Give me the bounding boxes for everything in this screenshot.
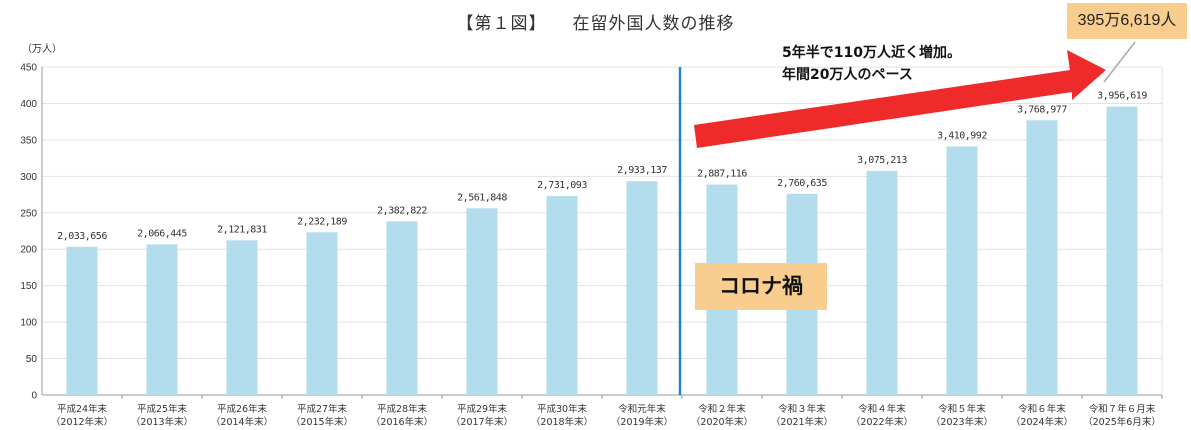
figure-caption: 在留外国人数の推移 [572, 14, 735, 34]
y-tick-label: 300 [20, 172, 37, 183]
data-label: 3,075,213 [857, 155, 907, 166]
bar [946, 146, 978, 395]
bar [1106, 106, 1138, 395]
bar [1026, 120, 1058, 396]
y-tick-label: 200 [20, 245, 37, 256]
y-tick-label: 350 [20, 135, 37, 146]
x-tick-label: 令和元年末 [618, 403, 666, 415]
latest-value-callout: 395万6,619人 [1067, 3, 1187, 39]
y-axis-unit-label: （万人） [22, 44, 62, 55]
bar [546, 195, 578, 395]
x-tick-sublabel: （2025年6月末） [1083, 416, 1161, 428]
x-tick-sublabel: （2012年末） [51, 416, 113, 428]
x-tick-sublabel: （2016年末） [371, 416, 433, 428]
data-label: 2,561,848 [457, 192, 507, 203]
growth-note-line-2: 年間20万人のペース [782, 67, 913, 83]
x-tick-label: 令和２年末 [698, 403, 746, 415]
x-tick-label: 平成29年末 [457, 403, 508, 415]
data-label: 2,121,831 [217, 224, 267, 235]
y-tick-label: 0 [31, 391, 37, 402]
growth-note: 5年半で110万人近く増加。 年間20万人のペース [782, 42, 961, 86]
data-label: 2,033,656 [57, 231, 107, 242]
x-tick-label: 令和５年末 [938, 403, 986, 415]
y-tick-label: 400 [20, 99, 37, 110]
chart-title: 【第１図】 在留外国人数の推移 [0, 9, 1191, 34]
y-tick-label: 450 [20, 63, 37, 74]
x-tick-sublabel: （2015年末） [291, 416, 353, 428]
x-tick-sublabel: （2023年末） [931, 416, 993, 428]
x-tick-label: 令和６年末 [1018, 403, 1066, 415]
x-tick-label: 令和３年末 [778, 403, 826, 415]
y-tick-label: 50 [26, 354, 38, 365]
bar [306, 232, 338, 395]
data-label: 2,731,093 [537, 180, 587, 191]
y-tick-label: 150 [20, 281, 37, 292]
y-tick-label: 100 [20, 318, 37, 329]
covid-period-label: コロナ禍 [695, 263, 827, 310]
data-label: 2,382,822 [377, 205, 427, 216]
bar [226, 240, 258, 395]
data-label: 2,933,137 [617, 165, 667, 176]
x-tick-label: 平成26年末 [217, 403, 268, 415]
bar [146, 244, 178, 395]
x-tick-sublabel: （2022年末） [851, 416, 913, 428]
bar [466, 208, 498, 395]
x-tick-label: 令和４年末 [858, 403, 906, 415]
x-tick-sublabel: （2017年末） [451, 416, 513, 428]
growth-arrow [694, 50, 1106, 148]
y-tick-label: 250 [20, 208, 37, 219]
x-tick-label: 平成24年末 [57, 403, 108, 415]
x-tick-sublabel: （2019年末） [611, 416, 673, 428]
x-tick-label: 平成27年末 [297, 403, 348, 415]
figure-number: 【第１図】 [456, 14, 547, 34]
bar [66, 246, 98, 395]
data-label: 3,410,992 [937, 130, 987, 141]
data-label: 3,768,977 [1017, 104, 1067, 115]
data-label: 3,956,619 [1097, 91, 1147, 102]
x-tick-label: 平成28年末 [377, 403, 428, 415]
x-tick-sublabel: （2014年末） [211, 416, 273, 428]
x-tick-label: 令和７年６月末 [1089, 403, 1156, 415]
x-tick-sublabel: （2021年末） [771, 416, 833, 428]
bar [866, 170, 898, 395]
data-label: 2,232,189 [297, 216, 347, 227]
x-tick-sublabel: （2013年末） [131, 416, 193, 428]
bar [386, 221, 418, 395]
x-tick-label: 平成30年末 [537, 403, 588, 415]
growth-note-line-1: 5年半で110万人近く増加。 [782, 45, 961, 61]
x-tick-sublabel: （2024年末） [1011, 416, 1073, 428]
data-label: 2,887,116 [697, 169, 747, 180]
x-tick-label: 平成25年末 [137, 403, 188, 415]
bar [626, 181, 658, 395]
x-tick-sublabel: （2018年末） [531, 416, 593, 428]
data-label: 2,760,635 [777, 178, 827, 189]
data-label: 2,066,445 [137, 228, 187, 239]
x-tick-sublabel: （2020年末） [691, 416, 753, 428]
callout-connector-line [1103, 41, 1136, 83]
